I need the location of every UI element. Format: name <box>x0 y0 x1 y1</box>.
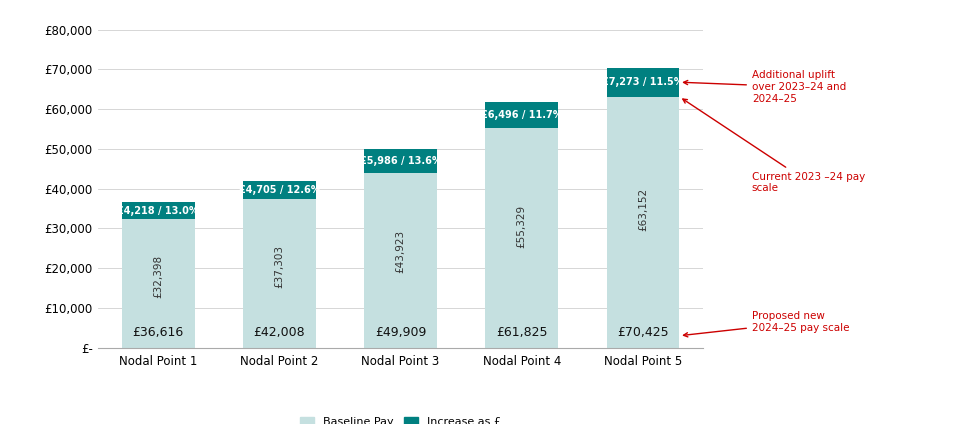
Text: £4,218 / 13.0%: £4,218 / 13.0% <box>117 206 199 215</box>
Bar <box>486 102 558 128</box>
Text: Proposed new
2024–25 pay scale: Proposed new 2024–25 pay scale <box>684 312 849 337</box>
Bar <box>486 128 558 348</box>
Bar <box>122 202 194 219</box>
Text: £6,496 / 11.7%: £6,496 / 11.7% <box>481 110 563 120</box>
Text: £32,398: £32,398 <box>153 255 163 298</box>
Legend: Baseline Pay, Increase as £: Baseline Pay, Increase as £ <box>296 412 505 424</box>
Bar <box>243 199 316 348</box>
Text: £43,923: £43,923 <box>396 230 405 273</box>
Text: £61,825: £61,825 <box>496 326 547 339</box>
Text: £63,152: £63,152 <box>638 188 648 231</box>
Bar <box>607 97 679 348</box>
Text: £37,303: £37,303 <box>275 245 284 287</box>
Bar <box>607 68 679 97</box>
Text: £70,425: £70,425 <box>617 326 668 339</box>
Text: £49,909: £49,909 <box>375 326 426 339</box>
Text: £55,329: £55,329 <box>517 205 527 248</box>
Bar <box>364 173 437 348</box>
Bar <box>243 181 316 199</box>
Text: £36,616: £36,616 <box>133 326 184 339</box>
Text: £5,986 / 13.6%: £5,986 / 13.6% <box>360 156 442 166</box>
Bar <box>364 149 437 173</box>
Text: £42,008: £42,008 <box>254 326 305 339</box>
Bar <box>122 219 194 348</box>
Text: Additional uplift
over 2023–24 and
2024–25: Additional uplift over 2023–24 and 2024–… <box>684 70 846 103</box>
Text: Current 2023 –24 pay
scale: Current 2023 –24 pay scale <box>683 99 866 193</box>
Text: £7,273 / 11.5%: £7,273 / 11.5% <box>602 77 684 87</box>
Text: £4,705 / 12.6%: £4,705 / 12.6% <box>238 185 320 195</box>
